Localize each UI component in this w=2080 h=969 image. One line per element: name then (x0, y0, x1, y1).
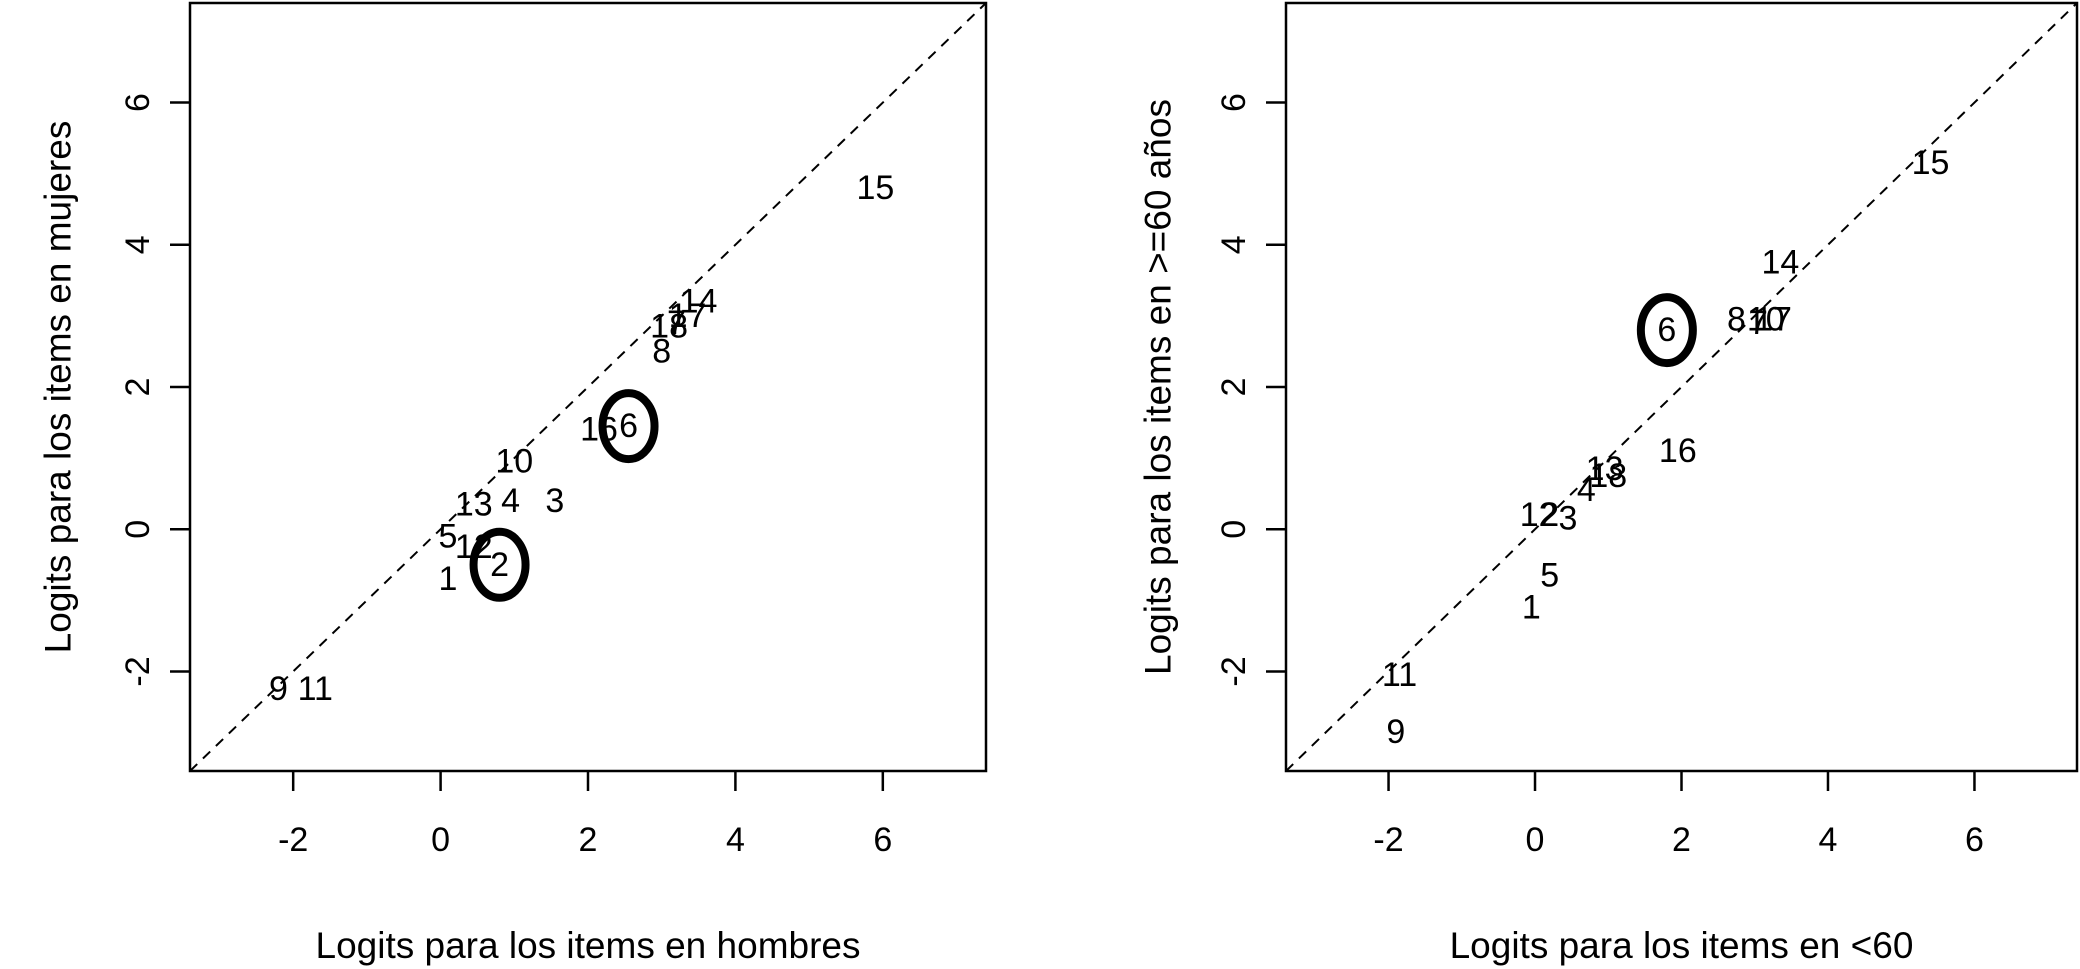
point-label-item-1: 1 (1522, 588, 1541, 626)
point-label-item-4: 4 (501, 482, 520, 520)
identity-line (190, 3, 986, 771)
x-tick-label: 4 (1819, 821, 1838, 859)
y-tick-label: -2 (1215, 656, 1253, 686)
point-label-item-15: 15 (857, 169, 895, 207)
point-label-item-12: 12 (1520, 496, 1558, 534)
point-label-item-8: 8 (652, 332, 671, 370)
point-label-item-3: 3 (545, 482, 564, 520)
x-tick-label: 0 (431, 821, 450, 859)
y-tick-label: 6 (1215, 93, 1253, 112)
highlight-circle-item-6 (1636, 293, 1697, 368)
point-label-item-8: 8 (1727, 300, 1746, 338)
x-tick-label: -2 (1373, 821, 1403, 859)
highlight-circle-item-2 (469, 527, 530, 602)
point-label-item-10: 10 (495, 443, 533, 481)
scatter-panel-1: -2 0 2 4 6 -2 0 2 4 6 Logits para los items en hom… (38, 1, 988, 966)
point-label-item-10: 10 (1747, 300, 1785, 338)
y-axis-title: Logits para los items en >=60 años (1138, 99, 1179, 675)
y-tick-label: 2 (1215, 378, 1253, 397)
y-axis-title: Logits para los items en mujeres (38, 121, 79, 654)
y-tick-label: 0 (119, 520, 157, 539)
x-tick-label: 0 (1526, 821, 1545, 859)
point-label-item-18: 18 (650, 308, 688, 346)
x-tick-label: 2 (1672, 821, 1691, 859)
point-label-item-3: 3 (1559, 500, 1578, 538)
point-label-item-6: 6 (1657, 311, 1676, 349)
point-label-item-13: 13 (455, 485, 493, 523)
x-axis-title: Logits para los items en hombres (316, 925, 861, 966)
point-label-item-9: 9 (269, 670, 288, 708)
point-label-item-17: 17 (669, 297, 707, 335)
point-label-item-1: 1 (439, 560, 458, 598)
highlight-circle-item-6 (598, 389, 659, 464)
point-label-item-11: 11 (298, 670, 333, 708)
point-label-item-4: 4 (1577, 471, 1596, 509)
x-tick-label: -2 (278, 821, 308, 859)
point-label-item-16: 16 (1659, 432, 1697, 470)
x-tick-label: 2 (579, 821, 598, 859)
point-label-item-14: 14 (680, 283, 718, 321)
identity-line (1286, 3, 2077, 771)
x-tick-label: 6 (1965, 821, 1984, 859)
point-label-item-9: 9 (1386, 713, 1405, 751)
point-label-item-18: 18 (1589, 457, 1627, 495)
point-label-item-7: 7 (667, 304, 686, 342)
y-tick-label: 4 (1215, 235, 1253, 254)
x-tick-label: 4 (726, 821, 745, 859)
y-tick-label: 0 (1215, 520, 1253, 539)
y-tick-label: 6 (119, 93, 157, 112)
point-label-item-15: 15 (1912, 144, 1950, 182)
y-tick-label: 4 (119, 235, 157, 254)
point-label-item-2: 2 (1540, 496, 1559, 534)
y-tick-label: 2 (119, 378, 157, 397)
point-label-item-6: 6 (619, 407, 638, 445)
point-label-item-7: 7 (1749, 304, 1768, 342)
point-label-item-11: 11 (1382, 656, 1417, 694)
x-axis-title: Logits para los items en <60 (1450, 925, 1914, 966)
point-label-item-2: 2 (490, 546, 509, 584)
y-tick-label: -2 (119, 656, 157, 686)
point-label-item-5: 5 (439, 517, 458, 555)
point-label-item-17: 17 (1754, 300, 1792, 338)
point-label-item-13: 13 (1586, 450, 1624, 488)
x-tick-label: 6 (873, 821, 892, 859)
point-label-item-5: 5 (1540, 556, 1559, 594)
point-label-item-14: 14 (1761, 244, 1799, 282)
